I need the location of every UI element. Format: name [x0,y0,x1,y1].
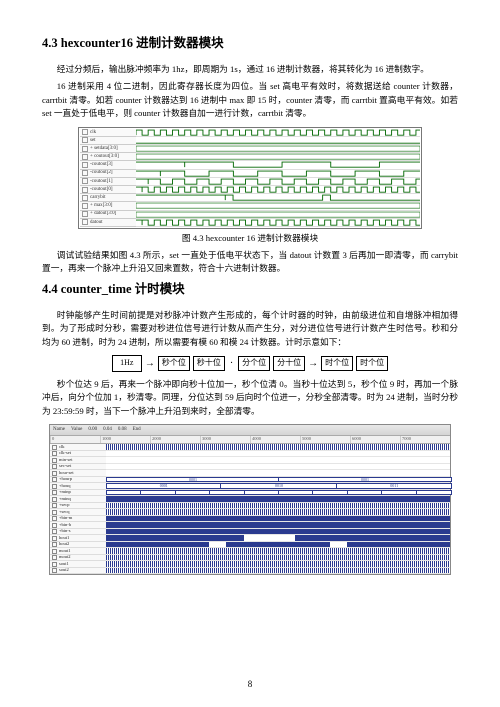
fig43-signal-label: carrybit [80,194,136,202]
fig44-signal-label: sout2 [50,568,106,575]
s44-para-1: 时钟能够产生时间前提是对秒脉冲计数产生形成的，每个计时器的时钟，由前级进位和自增… [42,309,458,349]
fig43-signal-label: clk [80,129,136,137]
flow-box-sec-tens: 秒十位 [193,356,225,371]
fig43-signal-wave [136,219,420,227]
s43-para-1: 经过分频后，输出脉冲频率为 1hz，即周期为 1s，通过 16 进制计数器，将其… [42,63,458,76]
flow-box-min-ones: 分个位 [238,356,270,371]
page-number: 8 [0,678,500,692]
arrow-icon: → [145,356,155,371]
fig43-signal-wave [136,178,420,186]
figure-4-4-waveform: Name Value 0.00 0.04 0.08 End 010002000300040… [49,424,451,575]
arrow-icon: → [308,356,318,371]
fig44-signal-wave [106,568,450,575]
fig43-signal-label: + datout[3:0] [80,211,136,219]
fig43-signal-label: -coutout[1] [80,178,136,186]
s44-para-2: 秒个位达 9 后，再来一个脉冲即向秒十位加一，秒个位清 0。当秒十位达到 5，秒… [42,378,458,418]
fig44-ruler: 01000200030004000500060007000 [50,436,450,444]
fig43-signal-wave [136,211,420,219]
fig44-toolbar-item: 0.04 [103,426,112,434]
fig43-signal-wave [136,194,420,202]
flow-box-1hz: 1Hz [112,355,142,372]
fig44-ruler-tick: 5000 [300,436,350,443]
figure-4-3-waveform: clkset+ setdata[3:0]+ coutout[3:0]-couto… [78,127,422,229]
section-4-4-heading: 4.4 counter_time 计时模块 [42,280,458,299]
fig44-toolbar-item: 0.00 [88,426,97,434]
fig44-toolbar: Name Value 0.00 0.04 0.08 End [50,425,450,436]
figure-4-3-caption: 图 4.3 hexcounter 16 进制计数器模块 [42,232,458,245]
fig43-signal-label: + coutout[3:0] [80,153,136,161]
dot-sep-icon: · [228,356,235,371]
fig44-toolbar-item: End [133,426,141,434]
fig44-ruler-tick: 4000 [250,436,300,443]
fig43-signal-wave [136,170,420,178]
s43-para-2: 16 进制采用 4 位二进制，因此寄存器长度为四位。当 set 高电平有效时，将… [42,80,458,120]
counter-time-flow-diagram: 1Hz → 秒个位 秒十位 · 分个位 分十位 → 时个位 时个位 [42,355,458,372]
fig43-signal-wave [136,145,420,153]
fig43-signal-label: set [80,137,136,145]
flow-box-hour-tens: 时个位 [356,356,388,371]
fig44-ruler-tick: 0 [50,436,100,443]
fig43-signal-wave [136,186,420,194]
fig44-toolbar-item: 0.08 [118,426,127,434]
fig43-signal-label: datout [80,219,136,227]
fig43-signal-wave [136,129,420,137]
fig43-signal-label: + setdata[3:0] [80,145,136,153]
fig44-toolbar-item: Value [71,426,82,434]
fig44-ruler-tick: 2000 [150,436,200,443]
s43-para-3: 调试试验结果如图 4.3 所示，set 一直处于低电平状态下，当 datout … [42,249,458,276]
flow-box-sec-ones: 秒个位 [158,356,190,371]
fig43-signal-wave [136,161,420,169]
fig44-ruler-tick: 6000 [350,436,400,443]
fig43-signal-wave [136,137,420,145]
fig43-signal-label: -coutout[2] [80,170,136,178]
fig44-ruler-tick: 1000 [100,436,150,443]
flow-box-hour-ones: 时个位 [321,356,353,371]
fig43-signal-wave [136,153,420,161]
section-4-3-heading: 4.3 hexcounter16 进制计数器模块 [42,34,458,53]
fig43-signal-label: + max[3:0] [80,202,136,210]
fig44-ruler-tick: 3000 [200,436,250,443]
fig43-signal-label: -coutout[0] [80,186,136,194]
fig43-signal-label: -coutout[3] [80,161,136,169]
fig44-ruler-tick: 7000 [400,436,450,443]
fig43-signal-wave [136,202,420,210]
fig44-toolbar-item: Name [53,426,65,434]
flow-box-min-tens: 分十位 [273,356,305,371]
